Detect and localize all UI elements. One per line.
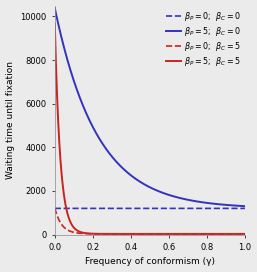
X-axis label: Frequency of conformism (γ): Frequency of conformism (γ)	[85, 257, 215, 267]
Y-axis label: Waiting time until fixation: Waiting time until fixation	[6, 61, 15, 179]
Legend: $\beta_P=0$;  $\beta_C=0$, $\beta_P=5$;  $\beta_C=0$, $\beta_P=0$;  $\beta_C=5$,: $\beta_P=0$; $\beta_C=0$, $\beta_P=5$; $…	[164, 8, 242, 69]
